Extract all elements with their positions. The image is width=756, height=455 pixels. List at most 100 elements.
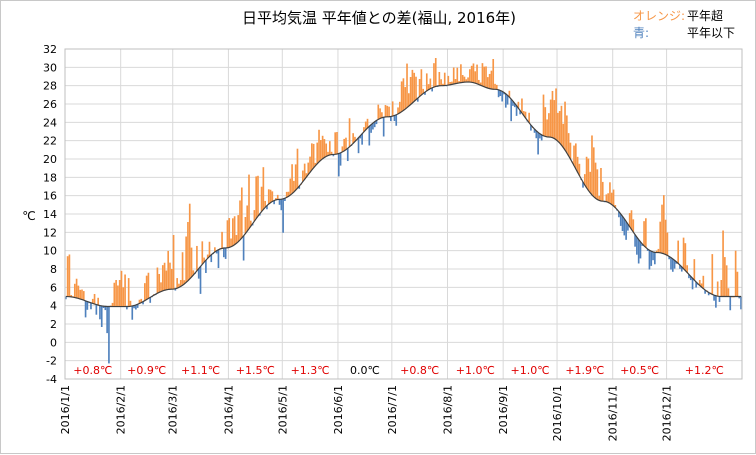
- bar-below-normal: [431, 87, 433, 92]
- bar-above-normal: [325, 143, 328, 157]
- bar-above-normal: [557, 112, 559, 142]
- monthly-anomaly-label: +1.0℃: [511, 364, 550, 377]
- bar-below-normal: [618, 211, 620, 218]
- bar-above-normal: [564, 101, 566, 151]
- x-tick-label: 2016/6/1: [332, 385, 345, 434]
- bar-above-normal: [664, 219, 667, 255]
- bar-below-normal: [519, 110, 521, 115]
- bar-above-normal: [447, 75, 450, 86]
- bar-above-normal: [655, 250, 658, 253]
- monthly-anomaly-label: +0.8℃: [73, 364, 112, 377]
- bar-above-normal: [427, 84, 430, 90]
- bar-above-normal: [208, 241, 211, 257]
- bar-below-normal: [637, 239, 640, 264]
- legend-above-label: オレンジ:: [633, 9, 685, 23]
- bar-above-normal: [657, 248, 660, 253]
- bar-below-normal: [689, 276, 692, 281]
- bar-above-normal: [303, 163, 306, 180]
- bar-above-normal: [336, 132, 338, 155]
- bar-above-normal: [524, 111, 527, 119]
- bar-above-normal: [415, 76, 417, 100]
- bar-above-normal: [479, 82, 482, 86]
- bar-above-normal: [406, 63, 408, 108]
- bar-below-normal: [738, 296, 741, 299]
- bar-below-normal: [217, 249, 220, 269]
- bar-below-normal: [695, 282, 697, 288]
- bar-below-normal: [650, 251, 653, 266]
- bar-above-normal: [289, 178, 292, 196]
- bar-above-normal: [645, 218, 647, 248]
- bar-above-normal: [285, 191, 288, 198]
- bar-above-normal: [178, 283, 180, 288]
- bar-above-normal: [601, 181, 604, 202]
- bar-above-normal: [643, 221, 645, 246]
- bar-above-normal: [409, 76, 412, 105]
- bar-above-normal: [662, 195, 665, 254]
- bar-above-normal: [425, 73, 428, 91]
- bar-above-normal: [661, 204, 663, 254]
- x-tick-label: 2016/9/1: [497, 385, 510, 434]
- monthly-anomaly-label: +0.9℃: [127, 364, 166, 377]
- y-tick-label: 16: [43, 190, 57, 203]
- bar-above-normal: [334, 132, 337, 155]
- bar-above-normal: [659, 221, 662, 253]
- bar-above-normal: [592, 147, 595, 197]
- bar-above-normal: [418, 79, 421, 97]
- bar-above-normal: [476, 64, 478, 84]
- bar-above-normal: [275, 198, 277, 200]
- bar-above-normal: [381, 112, 383, 118]
- bar-above-normal: [321, 135, 324, 159]
- legend-below-text: 平年以下: [687, 26, 735, 40]
- bar-above-normal: [488, 73, 491, 89]
- chart-title: 日平均気温 平年値との差(福山, 2016年): [242, 9, 516, 27]
- bar-above-normal: [158, 273, 161, 293]
- x-tick-label: 2016/3/1: [167, 385, 180, 434]
- bar-above-normal: [269, 189, 272, 203]
- bar-above-normal: [246, 205, 249, 232]
- bar-above-normal: [463, 76, 466, 83]
- monthly-anomaly-label: +0.8℃: [400, 364, 439, 377]
- bar-below-normal: [395, 114, 398, 126]
- bar-above-normal: [413, 72, 416, 102]
- bar-above-normal: [291, 164, 293, 194]
- bar-above-normal: [388, 106, 390, 117]
- y-tick-label: 30: [43, 61, 57, 74]
- bar-below-normal: [102, 306, 105, 309]
- bar-above-normal: [492, 59, 495, 90]
- bar-below-normal: [242, 235, 245, 261]
- bar-below-normal: [174, 288, 177, 291]
- bar-above-normal: [485, 66, 487, 88]
- bar-above-normal: [68, 254, 71, 297]
- bar-below-normal: [621, 216, 624, 232]
- bar-above-normal: [276, 194, 279, 200]
- bar-above-normal: [693, 259, 696, 281]
- bar-above-normal: [483, 66, 486, 87]
- bar-below-normal: [533, 129, 536, 133]
- bar-above-normal: [734, 250, 737, 297]
- bar-below-normal: [390, 116, 392, 122]
- bar-above-normal: [255, 176, 258, 219]
- bar-above-normal: [487, 77, 489, 89]
- legend-above-text: 平年超: [687, 8, 723, 23]
- bar-above-normal: [698, 280, 701, 286]
- bar-below-normal: [639, 241, 642, 259]
- bar-above-normal: [145, 275, 148, 300]
- bar-above-normal: [91, 298, 94, 304]
- bar-above-normal: [609, 182, 611, 204]
- bar-above-normal: [122, 287, 125, 307]
- bar-below-normal: [346, 148, 349, 162]
- bar-above-normal: [449, 82, 451, 85]
- bar-above-normal: [167, 250, 170, 290]
- bar-above-normal: [522, 111, 525, 116]
- bar-above-normal: [307, 162, 310, 175]
- bar-above-normal: [239, 200, 241, 240]
- y-tick-label: 14: [43, 208, 57, 221]
- bar-above-normal: [196, 245, 198, 271]
- bar-above-normal: [343, 138, 345, 151]
- bar-above-normal: [614, 205, 617, 208]
- monthly-anomaly-label: +1.9℃: [565, 364, 604, 377]
- legend: オレンジ: 平年超 青: 平年以下: [633, 8, 735, 40]
